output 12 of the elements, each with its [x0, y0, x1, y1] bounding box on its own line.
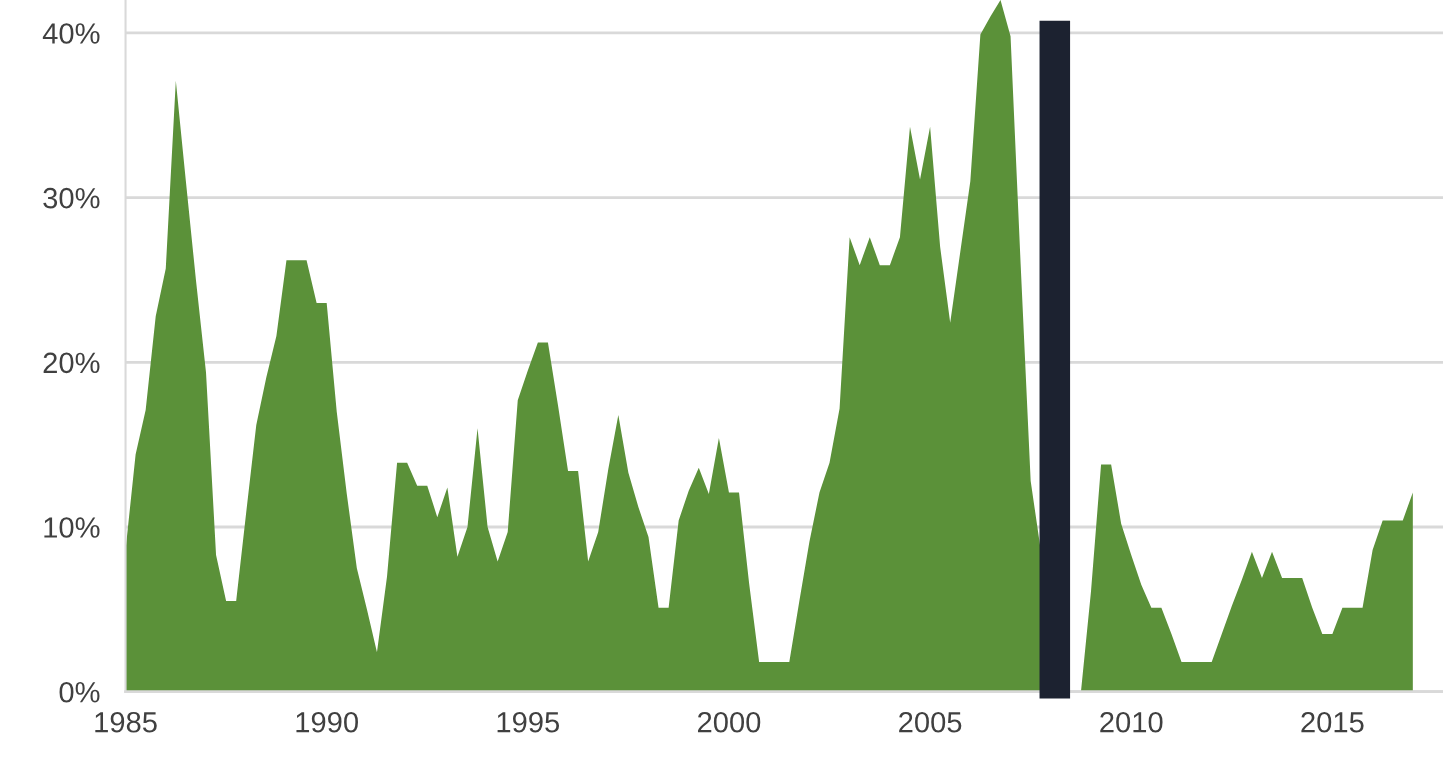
x-tick-label: 1990 — [296, 711, 358, 733]
x-tick-label: 2015 — [1301, 711, 1364, 733]
y-tick-label: 0% — [59, 681, 100, 703]
x-tick-label: 2000 — [697, 711, 761, 733]
y-tick-label: 30% — [43, 187, 100, 209]
x-tick-label: 1995 — [497, 711, 560, 733]
x-tick-label: 1985 — [95, 711, 157, 733]
x-tick-label: 2005 — [899, 711, 962, 733]
y-tick-label: 10% — [44, 517, 100, 538]
y-tick-label: 20% — [43, 352, 100, 374]
x-tick-label: 2010 — [1100, 711, 1163, 733]
y-tick-label: 40% — [42, 23, 100, 44]
